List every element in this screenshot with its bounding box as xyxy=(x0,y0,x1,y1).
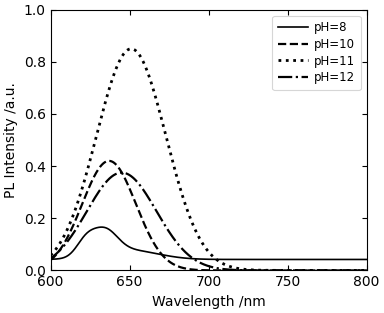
pH=10 xyxy=(48,258,53,262)
pH=8 xyxy=(99,225,104,229)
pH=12 xyxy=(355,269,360,272)
pH=10 xyxy=(65,237,69,241)
pH=8 xyxy=(355,258,360,261)
pH=12 xyxy=(194,259,199,262)
pH=8 xyxy=(194,257,199,261)
pH=8 xyxy=(364,258,369,261)
pH=12 xyxy=(202,263,207,267)
Line: pH=8: pH=8 xyxy=(51,227,367,259)
pH=10 xyxy=(202,268,207,272)
pH=11 xyxy=(297,269,302,272)
pH=10 xyxy=(355,269,360,272)
pH=10 xyxy=(355,269,360,272)
pH=11 xyxy=(202,244,207,248)
pH=10 xyxy=(297,269,302,272)
pH=8 xyxy=(202,257,207,261)
Line: pH=12: pH=12 xyxy=(51,173,367,270)
pH=11 xyxy=(355,269,360,272)
pH=12 xyxy=(48,256,53,260)
pH=12 xyxy=(119,171,124,175)
pH=8 xyxy=(48,257,53,261)
pH=10 xyxy=(364,269,369,272)
pH=12 xyxy=(297,269,302,272)
Y-axis label: PL Intensity /a.u.: PL Intensity /a.u. xyxy=(4,82,18,198)
pH=11 xyxy=(48,254,53,257)
pH=12 xyxy=(65,241,69,244)
pH=8 xyxy=(355,258,360,261)
pH=8 xyxy=(297,258,302,261)
Line: pH=11: pH=11 xyxy=(51,49,367,270)
pH=10 xyxy=(107,159,111,163)
pH=11 xyxy=(194,230,199,233)
pH=12 xyxy=(355,269,360,272)
pH=10 xyxy=(194,268,199,272)
pH=11 xyxy=(355,269,360,272)
X-axis label: Wavelength /nm: Wavelength /nm xyxy=(152,295,265,309)
pH=12 xyxy=(364,269,369,272)
pH=11 xyxy=(65,229,69,233)
Legend: pH=8, pH=10, pH=11, pH=12: pH=8, pH=10, pH=11, pH=12 xyxy=(272,16,361,90)
pH=11 xyxy=(129,47,134,51)
pH=8 xyxy=(65,254,69,258)
pH=11 xyxy=(364,269,369,272)
pH=8 xyxy=(364,258,369,261)
Line: pH=10: pH=10 xyxy=(51,161,367,270)
